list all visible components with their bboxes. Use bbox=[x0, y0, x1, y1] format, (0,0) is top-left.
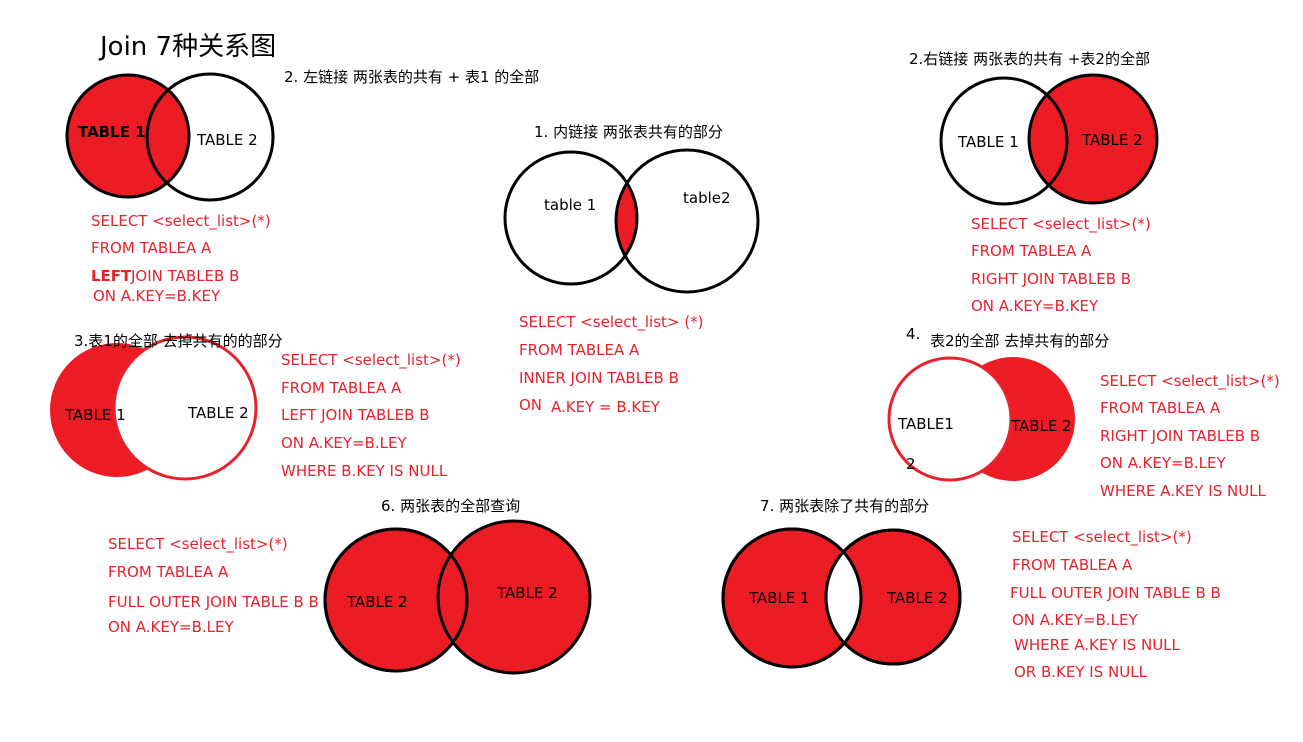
venn-full-exclusive bbox=[721, 527, 962, 669]
full-outer-sql-line: FROM TABLEA A bbox=[108, 563, 229, 581]
right-join-caption: 2.右链接 两张表的共有 +表2的全部 bbox=[909, 50, 1150, 68]
venn-right-join bbox=[939, 73, 1159, 206]
right-only-sql-line: ON A.KEY=B.LEY bbox=[1100, 454, 1226, 472]
full-outer-label-a: TABLE 2 bbox=[347, 593, 408, 611]
inner-join-label-a: table 1 bbox=[544, 196, 597, 214]
right-only-caption-number: 4. bbox=[906, 325, 921, 343]
full-excl-label-a: TABLE 1 bbox=[749, 589, 810, 607]
full-outer-sql-line: ON A.KEY=B.LEY bbox=[108, 618, 234, 636]
inner-join-sql-line: A.KEY = B.KEY bbox=[551, 398, 660, 416]
left-only-sql-line: LEFT JOIN TABLEB B bbox=[281, 406, 430, 424]
right-only-sql-line: SELECT <select_list>(*) bbox=[1100, 372, 1280, 390]
right-only-circle-b bbox=[951, 357, 1075, 481]
venn-left-only bbox=[50, 335, 258, 481]
left-only-sql-line: ON A.KEY=B.LEY bbox=[281, 434, 407, 452]
full-excl-caption: 7. 两张表除了共有的部分 bbox=[760, 497, 930, 515]
full-excl-sql-line: FULL OUTER JOIN TABLE B B bbox=[1010, 584, 1221, 602]
right-join-sql-line: SELECT <select_list>(*) bbox=[971, 215, 1151, 233]
full-excl-sql-line: SELECT <select_list>(*) bbox=[1012, 528, 1192, 546]
full-excl-label-b: TABLE 2 bbox=[887, 589, 948, 607]
full-outer-sql-line: FULL OUTER JOIN TABLE B B bbox=[108, 593, 319, 611]
full-outer-sql-line: SELECT <select_list>(*) bbox=[108, 535, 288, 553]
right-only-circle-a bbox=[887, 356, 1013, 482]
inner-join-sql-line: FROM TABLEA A bbox=[519, 341, 640, 359]
right-join-sql-line: FROM TABLEA A bbox=[971, 242, 1092, 260]
left-only-circle-b bbox=[112, 335, 258, 481]
left-join-label-b: TABLE 2 bbox=[197, 131, 258, 149]
inner-join-sql-keyword: ON bbox=[519, 396, 543, 414]
left-join-sql-line: JOIN TABLEB B bbox=[131, 267, 240, 285]
venn-right-only bbox=[887, 356, 1075, 482]
right-only-caption: 表2的全部 去掉共有的部分 bbox=[930, 332, 1110, 350]
inner-join-label-b: table2 bbox=[683, 189, 731, 207]
venn-inner-join bbox=[503, 148, 760, 294]
left-only-sql-line: SELECT <select_list>(*) bbox=[281, 351, 461, 369]
left-join-label-a: TABLE 1 bbox=[78, 123, 146, 141]
left-only-caption: 3.表1的全部 去掉共有的的部分 bbox=[74, 332, 283, 350]
right-only-label-a-stray-digit: 2 bbox=[906, 455, 916, 473]
right-join-circle-a bbox=[939, 76, 1069, 206]
venn-full-outer bbox=[323, 519, 592, 675]
left-only-sql-line: WHERE B.KEY IS NULL bbox=[281, 462, 448, 480]
left-join-sql-line: ON A.KEY=B.KEY bbox=[93, 287, 221, 305]
full-outer-circle-b bbox=[436, 519, 592, 675]
right-only-sql-line: WHERE A.KEY IS NULL bbox=[1100, 482, 1266, 500]
left-join-sql-line: FROM TABLEA A bbox=[91, 239, 212, 257]
full-outer-caption: 6. 两张表的全部查询 bbox=[381, 497, 521, 515]
right-only-sql-line: RIGHT JOIN TABLEB B bbox=[1100, 427, 1261, 445]
right-join-label-a: TABLE 1 bbox=[958, 133, 1019, 151]
full-excl-sql-line: OR B.KEY IS NULL bbox=[1014, 663, 1147, 681]
right-only-sql-line: FROM TABLEA A bbox=[1100, 399, 1221, 417]
right-only-label-a: TABLE1 bbox=[898, 415, 954, 433]
left-join-caption: 2. 左链接 两张表的共有 + 表1 的全部 bbox=[284, 68, 540, 86]
left-only-label-b: TABLE 2 bbox=[188, 404, 249, 422]
full-excl-sql-line: WHERE A.KEY IS NULL bbox=[1014, 636, 1180, 654]
full-outer-label-b: TABLE 2 bbox=[497, 584, 558, 602]
inner-join-caption: 1. 内链接 两张表共有的部分 bbox=[534, 123, 723, 141]
left-only-sql-line: FROM TABLEA A bbox=[281, 379, 402, 397]
left-only-label-a: TABLE 1 bbox=[65, 406, 126, 424]
right-join-sql-line: ON A.KEY=B.KEY bbox=[971, 297, 1099, 315]
left-join-circle-b bbox=[145, 72, 275, 202]
left-only-circle-a bbox=[50, 343, 184, 477]
left-join-sql-line: SELECT <select_list>(*) bbox=[91, 212, 271, 230]
right-join-label-b: TABLE 2 bbox=[1082, 131, 1143, 149]
inner-join-sql-line: SELECT <select_list> (*) bbox=[519, 313, 704, 331]
left-join-sql-keyword: LEFT bbox=[91, 267, 132, 285]
right-only-label-b: TABLE 2 bbox=[1011, 417, 1072, 435]
inner-join-sql-line: INNER JOIN TABLEB B bbox=[519, 369, 679, 387]
inner-join-circle-b bbox=[614, 148, 760, 294]
venn-left-join bbox=[65, 72, 275, 202]
full-excl-sql-line: ON A.KEY=B.LEY bbox=[1012, 611, 1138, 629]
left-join-circle-a bbox=[65, 73, 191, 199]
inner-join-circle-a bbox=[503, 150, 639, 286]
right-join-sql-line: RIGHT JOIN TABLEB B bbox=[971, 270, 1132, 288]
page-title: Join 7种关系图 bbox=[100, 32, 277, 62]
full-excl-sql-line: FROM TABLEA A bbox=[1012, 556, 1133, 574]
